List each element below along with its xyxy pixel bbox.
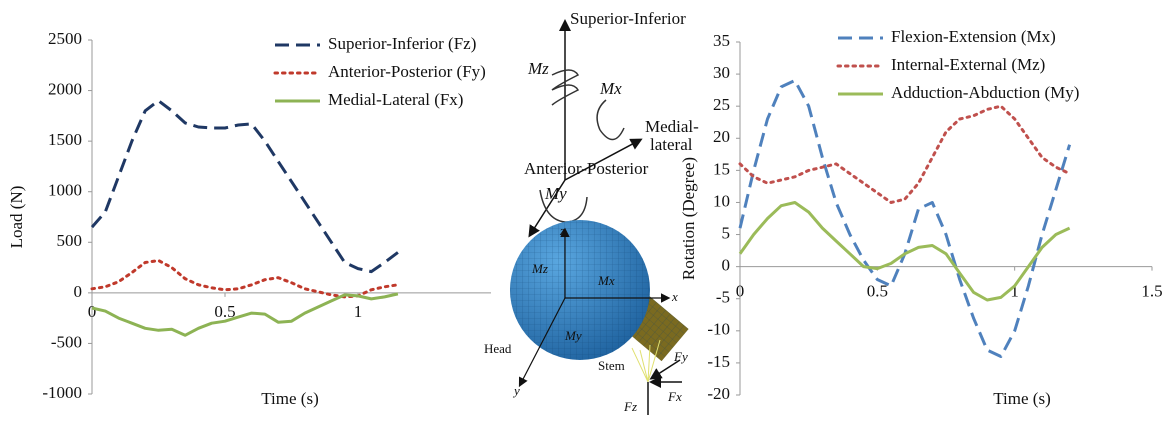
diagram-label: y xyxy=(512,383,520,398)
diagram-label: Medial- xyxy=(645,117,699,136)
legend-label: Internal-External (Mz) xyxy=(891,55,1045,74)
y-tick-label: 15 xyxy=(713,159,730,178)
series-line xyxy=(92,101,398,272)
series-line xyxy=(740,106,1070,202)
diagram-label: Mx xyxy=(599,79,622,98)
y-tick-label: 500 xyxy=(57,231,83,250)
series-line xyxy=(92,294,398,335)
axes-diagram: Superior-Inferior Mz Mx Medial- lateral … xyxy=(524,9,699,235)
diagram-label: Fy xyxy=(673,349,688,364)
diagram-label: My xyxy=(564,328,582,343)
diagram-label: x xyxy=(671,289,678,304)
y-tick-label: 30 xyxy=(713,63,730,82)
x-tick-label: 0 xyxy=(736,282,745,301)
y-tick-label: 20 xyxy=(713,127,730,146)
y-axis-label: Load (N) xyxy=(7,186,26,249)
y-tick-label: 5 xyxy=(722,223,731,242)
y-tick-label: 0 xyxy=(74,282,83,301)
y-tick-label: -15 xyxy=(707,352,730,371)
diagram-label: z xyxy=(559,223,565,238)
y-tick-label: 0 xyxy=(722,256,731,275)
x-tick-label: 1.5 xyxy=(1141,282,1162,301)
y-tick-label: -20 xyxy=(707,384,730,403)
y-axis-label: Rotation (Degree) xyxy=(679,157,698,280)
diagram-label: Head xyxy=(484,341,512,356)
legend-label: Adduction-Abduction (My) xyxy=(891,83,1079,102)
series-line xyxy=(740,81,1070,357)
diagram-label: Fz xyxy=(623,399,637,414)
y-tick-label: -5 xyxy=(716,288,730,307)
y-tick-label: 1500 xyxy=(48,130,82,149)
x-axis-label: Time (s) xyxy=(993,389,1050,408)
y-tick-label: -10 xyxy=(707,320,730,339)
diagram-label: Mz xyxy=(527,59,549,78)
legend-label: Anterior-Posterior (Fy) xyxy=(328,62,486,81)
diagram-label: Fx xyxy=(667,389,682,404)
diagram-label: Superior-Inferior xyxy=(570,9,686,28)
y-tick-label: -1000 xyxy=(42,383,82,402)
diagram-label: Mx xyxy=(597,273,615,288)
diagram-label: Mz xyxy=(531,261,548,276)
legend-label: Flexion-Extension (Mx) xyxy=(891,27,1056,46)
y-tick-label: 2000 xyxy=(48,79,82,98)
y-tick-label: 1000 xyxy=(48,181,82,200)
y-tick-label: 35 xyxy=(713,31,730,50)
y-tick-label: -500 xyxy=(51,332,82,351)
diagram-label: Stem xyxy=(598,358,625,373)
diagram-label: My xyxy=(544,184,567,203)
x-tick-label: 0 xyxy=(88,302,97,321)
legend-label: Superior-Inferior (Fz) xyxy=(328,34,476,53)
x-tick-label: 1 xyxy=(354,302,363,321)
y-tick-label: 2500 xyxy=(48,29,82,48)
y-tick-label: 10 xyxy=(713,191,730,210)
y-tick-label: 25 xyxy=(713,95,730,114)
diagram-label: lateral xyxy=(650,135,693,154)
x-axis-label: Time (s) xyxy=(261,389,318,408)
diagram-label: Anterior-Posterior xyxy=(524,159,649,178)
figure: Superior-Inferior Mz Mx Medial- lateral … xyxy=(0,0,1169,422)
legend-label: Medial-Lateral (Fx) xyxy=(328,90,463,109)
model-diagram: z x y Mz Mx My Head Stem Fy Fx Fz xyxy=(484,220,689,415)
